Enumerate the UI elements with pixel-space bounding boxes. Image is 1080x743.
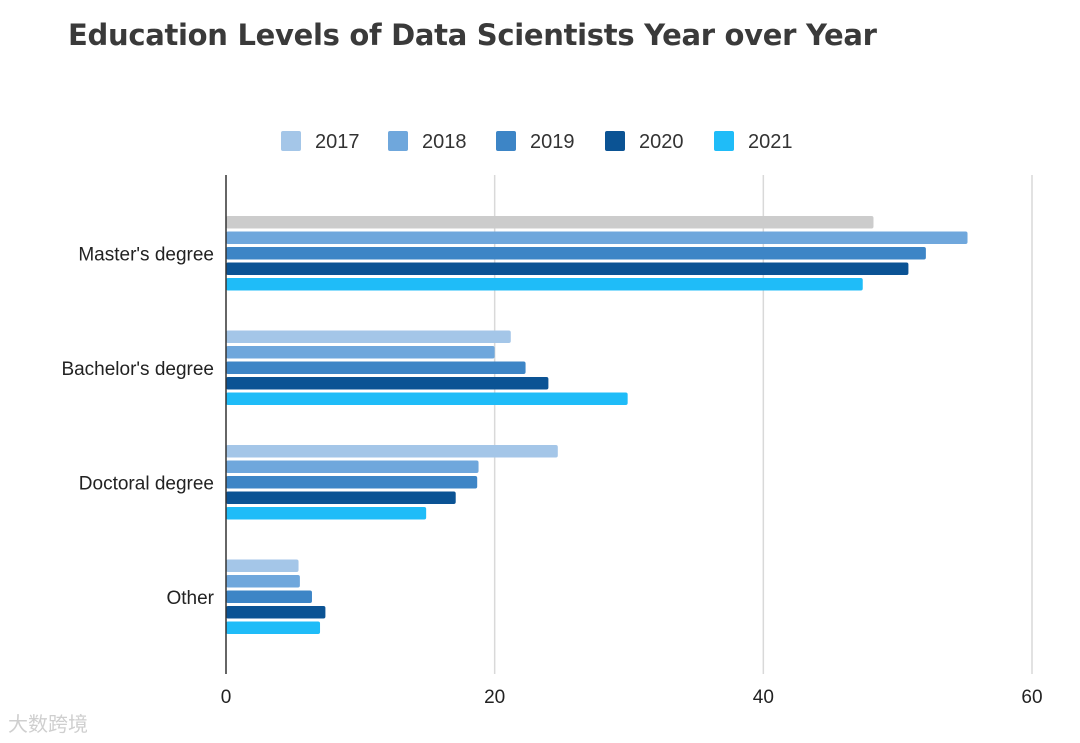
bar-bachelor-s-degree-2021 [226, 392, 628, 405]
x-tick-label: 40 [753, 687, 774, 708]
legend-label: 2020 [639, 131, 684, 153]
bar-other-2021 [226, 621, 321, 634]
legend-swatch-2017 [281, 131, 301, 151]
bar-doctoral-degree-2019 [226, 476, 478, 489]
bar-doctoral-degree-2017 [226, 445, 558, 458]
legend-swatch-2020 [605, 131, 625, 151]
bar-master-s-degree-2021 [226, 278, 863, 291]
bar-bachelor-s-degree-2019 [226, 361, 526, 374]
watermark: 大数跨境 [8, 712, 88, 736]
bar-bachelor-s-degree-2018 [226, 346, 495, 359]
legend-label: 2017 [315, 131, 360, 153]
bar-other-2018 [226, 575, 300, 588]
bar-doctoral-degree-2021 [226, 507, 427, 520]
bar-doctoral-degree-2020 [226, 491, 456, 504]
category-label: Master's degree [78, 244, 214, 265]
bar-master-s-degree-2019 [226, 247, 926, 260]
category-label: Other [166, 588, 214, 609]
legend-label: 2019 [530, 131, 575, 153]
x-tick-label: 60 [1021, 687, 1042, 708]
legend-label: 2018 [422, 131, 467, 153]
legend-swatch-2021 [714, 131, 734, 151]
bar-master-s-degree-2017 [226, 216, 874, 229]
bar-bachelor-s-degree-2020 [226, 377, 549, 390]
bar-other-2017 [226, 559, 299, 572]
legend-swatch-2019 [496, 131, 516, 151]
category-label: Bachelor's degree [61, 359, 214, 380]
bar-other-2020 [226, 606, 326, 619]
legend: 2017 2018 2019 2020 2021 [281, 131, 793, 153]
x-tick-labels: 0 20 40 60 [221, 687, 1043, 708]
bar-master-s-degree-2020 [226, 262, 909, 275]
x-tick-label: 0 [221, 687, 232, 708]
category-labels: Master's degree Bachelor's degree Doctoral… [61, 244, 214, 609]
chart-title: Education Levels of Data Scientists Year… [68, 18, 877, 52]
bar-master-s-degree-2018 [226, 231, 968, 244]
bar-other-2019 [226, 590, 312, 603]
legend-label: 2021 [748, 131, 793, 153]
category-label: Doctoral degree [79, 473, 214, 494]
bars [226, 216, 968, 634]
bar-bachelor-s-degree-2017 [226, 330, 511, 343]
legend-swatch-2018 [388, 131, 408, 151]
x-tick-label: 20 [484, 687, 505, 708]
bar-doctoral-degree-2018 [226, 460, 479, 473]
